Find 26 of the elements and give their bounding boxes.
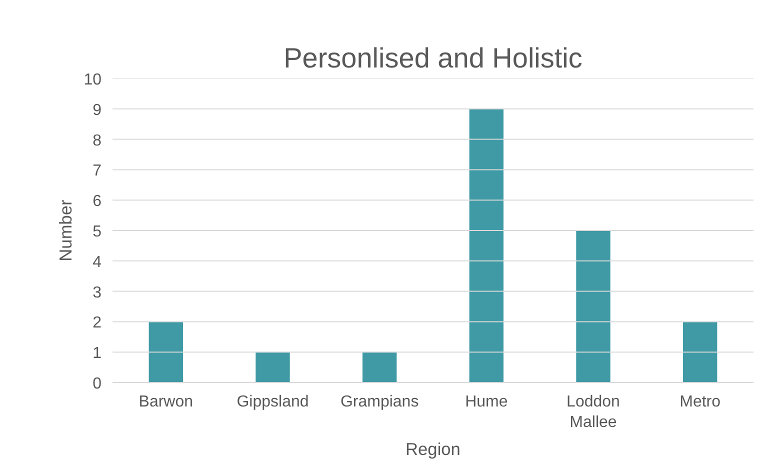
y-tick-label: 3 [92, 284, 102, 302]
x-axis-title: Region [406, 438, 460, 459]
bar [148, 322, 184, 382]
y-tick-label: 10 [84, 72, 102, 88]
y-tick-label: 4 [92, 254, 102, 271]
y-tick-label: 8 [92, 132, 102, 150]
bar [682, 322, 718, 382]
y-tick-label: 2 [92, 314, 102, 332]
bar [362, 352, 397, 382]
y-tick-label: 0 [92, 376, 102, 392]
x-tick-label: Metro [680, 394, 721, 410]
x-tick-label: Gippsland [236, 394, 309, 410]
y-tick-label: 9 [92, 102, 102, 119]
x-tick-label: Hume [465, 394, 508, 410]
y-tick-label: 6 [92, 193, 102, 210]
x-tick-label: Barwon [138, 394, 194, 410]
y-tick-label: 7 [92, 162, 102, 180]
y-axis-title: Number [56, 199, 76, 262]
bar [576, 230, 610, 382]
y-tick-label: 5 [92, 224, 102, 240]
x-tick-label: Loddon Mallee [566, 394, 620, 431]
y-tick-label: 1 [92, 345, 102, 362]
bar [256, 352, 290, 382]
bar [469, 108, 504, 382]
x-tick-label: Grampians [340, 394, 419, 410]
chart-title: Personlised and Holistic [284, 42, 582, 74]
